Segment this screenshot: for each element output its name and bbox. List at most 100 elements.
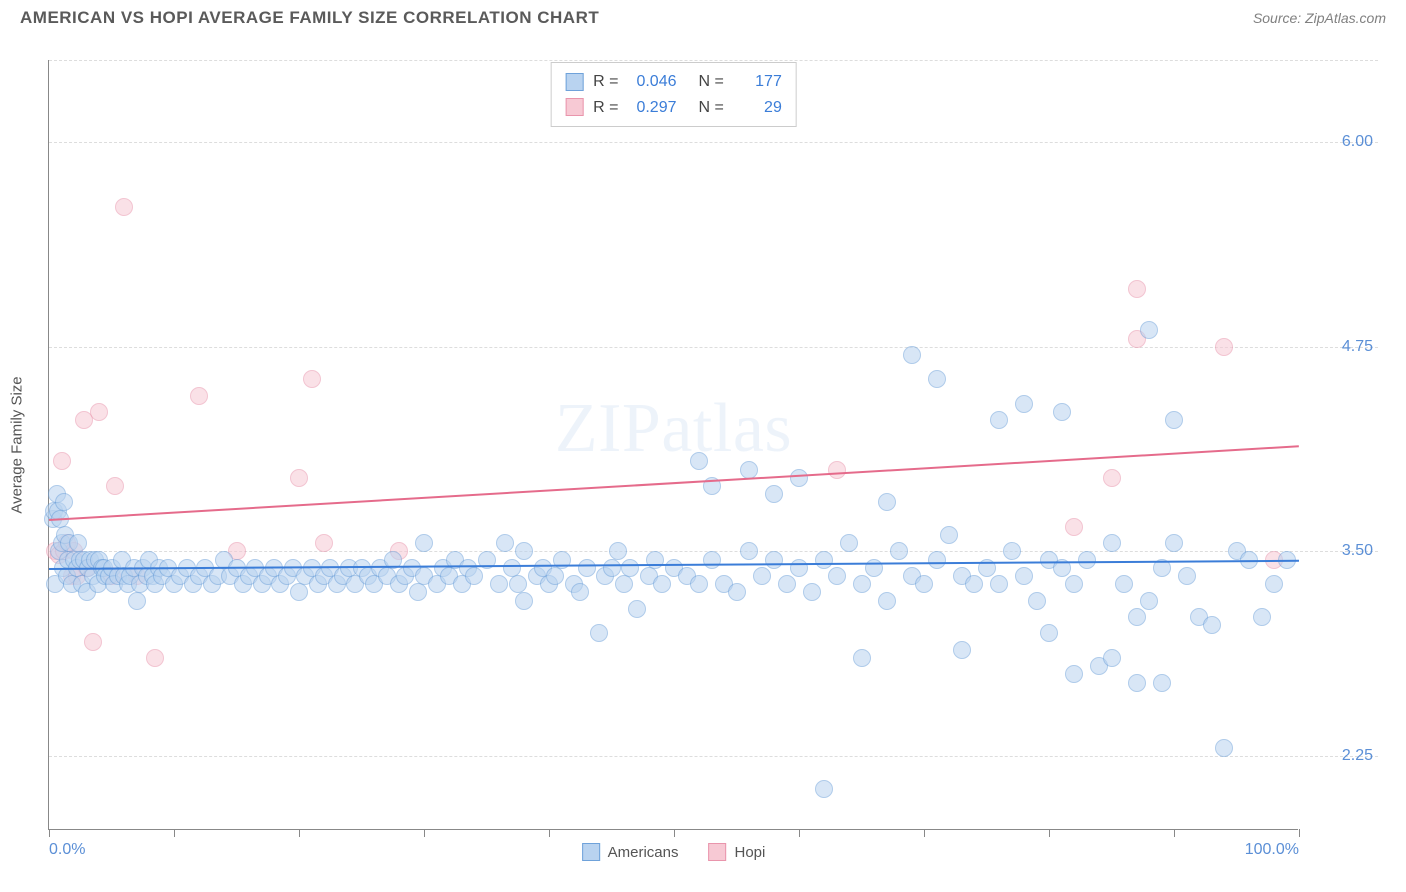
legend-label-hopi: Hopi: [735, 844, 766, 861]
xtick-label: 0.0%: [49, 841, 85, 859]
xtick-label: 100.0%: [1245, 841, 1299, 859]
scatter-point-americans: [840, 534, 858, 552]
scatter-point-americans: [890, 542, 908, 560]
scatter-point-americans: [603, 559, 621, 577]
chart-title: AMERICAN VS HOPI AVERAGE FAMILY SIZE COR…: [20, 8, 599, 28]
scatter-point-americans: [690, 452, 708, 470]
scatter-point-americans: [778, 575, 796, 593]
scatter-point-americans: [1028, 592, 1046, 610]
scatter-point-americans: [1053, 403, 1071, 421]
scatter-point-americans: [790, 559, 808, 577]
scatter-point-americans: [55, 493, 73, 511]
scatter-point-americans: [790, 469, 808, 487]
scatter-point-americans: [515, 542, 533, 560]
scatter-point-americans: [1253, 608, 1271, 626]
swatch-americans: [565, 73, 583, 91]
scatter-point-americans: [703, 551, 721, 569]
scatter-point-americans: [1015, 395, 1033, 413]
gridline: [49, 347, 1378, 348]
scatter-point-americans: [1215, 739, 1233, 757]
scatter-point-hopi: [290, 469, 308, 487]
scatter-point-americans: [765, 485, 783, 503]
scatter-point-americans: [628, 600, 646, 618]
scatter-point-americans: [965, 575, 983, 593]
scatter-point-americans: [1165, 534, 1183, 552]
r-value-hopi: 0.297: [629, 95, 677, 121]
scatter-point-americans: [1103, 649, 1121, 667]
scatter-point-hopi: [106, 477, 124, 495]
scatter-point-americans: [653, 575, 671, 593]
scatter-point-hopi: [190, 387, 208, 405]
scatter-point-americans: [1015, 567, 1033, 585]
scatter-point-americans: [546, 567, 564, 585]
ytick-label: 3.50: [1342, 542, 1373, 560]
ytick-label: 2.25: [1342, 747, 1373, 765]
scatter-point-americans: [69, 534, 87, 552]
scatter-point-hopi: [146, 649, 164, 667]
scatter-point-americans: [1115, 575, 1133, 593]
scatter-point-americans: [1078, 551, 1096, 569]
scatter-point-americans: [953, 641, 971, 659]
n-label: N =: [699, 69, 724, 95]
scatter-point-americans: [571, 583, 589, 601]
series-legend: Americans Hopi: [582, 843, 766, 861]
scatter-point-americans: [853, 649, 871, 667]
scatter-point-americans: [990, 411, 1008, 429]
y-axis-label: Average Family Size: [9, 376, 26, 513]
scatter-point-americans: [1265, 575, 1283, 593]
scatter-point-americans: [1128, 608, 1146, 626]
xtick: [49, 829, 50, 837]
chart-container: ZIPatlas Average Family Size R = 0.046 N…: [48, 40, 1386, 852]
scatter-point-hopi: [1103, 469, 1121, 487]
scatter-point-americans: [815, 780, 833, 798]
swatch-americans: [582, 843, 600, 861]
scatter-point-americans: [496, 534, 514, 552]
source-label: Source:: [1253, 10, 1305, 26]
scatter-point-americans: [878, 592, 896, 610]
scatter-point-americans: [1065, 665, 1083, 683]
ytick-label: 6.00: [1342, 133, 1373, 151]
scatter-point-americans: [290, 583, 308, 601]
legend-label-americans: Americans: [608, 844, 679, 861]
scatter-point-hopi: [303, 370, 321, 388]
r-label: R =: [593, 95, 618, 121]
xtick: [299, 829, 300, 837]
scatter-point-hopi: [1215, 338, 1233, 356]
swatch-hopi: [709, 843, 727, 861]
scatter-point-hopi: [1065, 518, 1083, 536]
xtick: [674, 829, 675, 837]
scatter-point-americans: [928, 370, 946, 388]
n-value-hopi: 29: [734, 95, 782, 121]
source-attribution: Source: ZipAtlas.com: [1253, 10, 1386, 26]
correlation-legend: R = 0.046 N = 177 R = 0.297 N = 29: [550, 62, 797, 127]
scatter-point-americans: [490, 575, 508, 593]
legend-item-hopi: Hopi: [709, 843, 766, 861]
scatter-point-hopi: [53, 452, 71, 470]
source-value: ZipAtlas.com: [1305, 10, 1386, 26]
scatter-point-americans: [853, 575, 871, 593]
xtick: [924, 829, 925, 837]
plot-area: ZIPatlas Average Family Size R = 0.046 N…: [48, 60, 1298, 830]
scatter-point-americans: [578, 559, 596, 577]
scatter-point-americans: [1140, 321, 1158, 339]
legend-item-americans: Americans: [582, 843, 679, 861]
r-value-americans: 0.046: [629, 69, 677, 95]
scatter-point-americans: [465, 567, 483, 585]
xtick: [1049, 829, 1050, 837]
scatter-point-americans: [1140, 592, 1158, 610]
gridline: [49, 60, 1378, 61]
scatter-point-americans: [415, 534, 433, 552]
scatter-point-americans: [815, 551, 833, 569]
scatter-point-americans: [828, 567, 846, 585]
xtick: [1299, 829, 1300, 837]
scatter-point-hopi: [84, 633, 102, 651]
n-label: N =: [699, 95, 724, 121]
scatter-point-hopi: [90, 403, 108, 421]
xtick: [1174, 829, 1175, 837]
scatter-point-americans: [1165, 411, 1183, 429]
ytick-label: 4.75: [1342, 338, 1373, 356]
scatter-point-americans: [503, 559, 521, 577]
scatter-point-americans: [903, 346, 921, 364]
legend-row-americans: R = 0.046 N = 177: [565, 69, 782, 95]
xtick: [549, 829, 550, 837]
